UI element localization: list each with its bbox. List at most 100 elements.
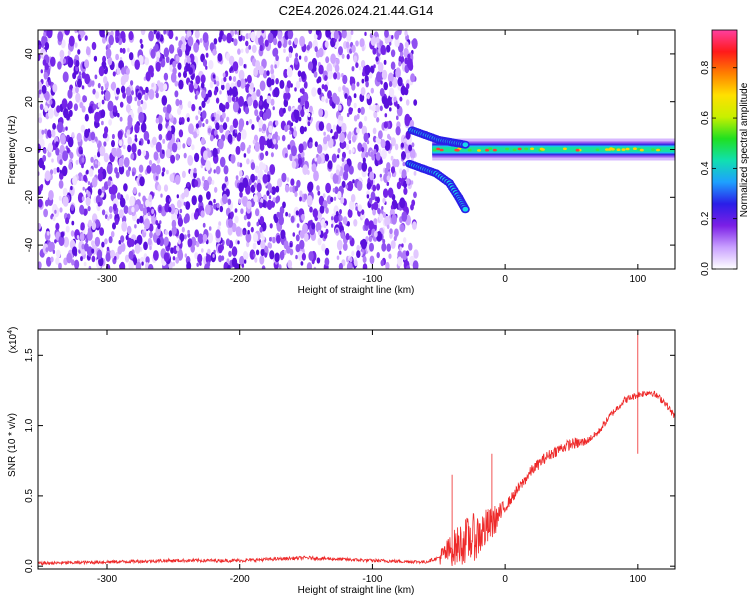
spectrogram-noise-cell bbox=[384, 140, 391, 152]
spectrogram-noise-cell bbox=[325, 98, 329, 104]
spectrogram-noise-cell bbox=[313, 266, 317, 269]
spectrogram-noise-cell bbox=[227, 226, 233, 236]
spectrogram-noise-cell bbox=[306, 109, 309, 113]
spectrogram-noise-cell bbox=[91, 80, 95, 86]
spectrogram-noise-cell bbox=[95, 91, 100, 99]
spectrogram-noise-cell bbox=[187, 238, 193, 247]
spectrogram-noise-cell bbox=[158, 134, 163, 141]
spectrogram-noise-cell bbox=[397, 250, 403, 259]
spectrogram-noise-cell bbox=[97, 171, 104, 182]
spectrogram-noise-cell bbox=[287, 105, 292, 112]
spectrogram-noise-cell bbox=[148, 30, 155, 42]
spectrogram-noise-cell bbox=[193, 171, 197, 179]
spectrogram-noise-cell bbox=[40, 69, 43, 74]
spectrogram-noise-cell bbox=[128, 260, 134, 269]
spectrogram-noise-cell bbox=[197, 253, 203, 264]
spectrogram-noise-cell bbox=[368, 104, 372, 110]
spectrogram-noise-cell bbox=[253, 194, 258, 203]
spectrogram-noise-cell bbox=[341, 53, 345, 59]
spectrogram-noise-cell bbox=[179, 233, 185, 242]
spectrogram-noise-cell bbox=[388, 81, 393, 87]
spectrogram-noise-cell bbox=[342, 141, 347, 148]
spectrogram-noise-cell bbox=[266, 77, 273, 88]
spectrogram-noise-cell bbox=[384, 167, 389, 174]
spectrogram-noise-cell bbox=[360, 87, 366, 96]
spectrogram-noise-cell bbox=[211, 179, 215, 185]
spectrogram-noise-cell bbox=[277, 31, 283, 40]
spectrogram-noise-cell bbox=[206, 261, 211, 268]
spectrogram-noise-cell bbox=[307, 182, 313, 193]
spectrogram-noise-cell bbox=[325, 56, 330, 64]
spectrogram-noise-cell bbox=[68, 100, 73, 110]
spectrogram-noise-cell bbox=[155, 164, 161, 175]
spectrogram-noise-cell bbox=[327, 70, 333, 80]
spectrogram-noise-cell bbox=[267, 183, 272, 191]
spectrogram-noise-cell bbox=[372, 208, 376, 216]
spectrogram-noise-cell bbox=[181, 226, 185, 233]
spectrogram-noise-cell bbox=[293, 130, 298, 138]
spectrogram-noise-cell bbox=[172, 67, 177, 76]
spectrogram-noise-cell bbox=[327, 90, 332, 99]
snr-x-label: Height of straight line (km) bbox=[298, 585, 415, 596]
spectrogram-noise-cell bbox=[301, 252, 306, 261]
spectrogram-noise-cell bbox=[149, 231, 153, 239]
spectrogram-noise-cell bbox=[120, 75, 127, 86]
spectrogram-noise-cell bbox=[353, 93, 357, 99]
spectrogram-noise-cell bbox=[150, 48, 156, 59]
spectrogram-noise-cell bbox=[356, 244, 361, 252]
spectrogram-noise-cell bbox=[394, 159, 400, 168]
spectrogram-noise-cell bbox=[157, 122, 163, 132]
spectrogram-noise-cell bbox=[90, 156, 94, 163]
spectrogram-noise-cell bbox=[386, 162, 391, 170]
spectrogram-noise-cell bbox=[390, 49, 396, 58]
spectrogram-noise-cell bbox=[326, 195, 332, 205]
spectrogram-noise-cell bbox=[324, 84, 328, 92]
spectrogram-noise-cell bbox=[143, 228, 147, 233]
spectrogram-noise-cell bbox=[314, 46, 318, 53]
spectrogram-noise-cell bbox=[413, 171, 417, 176]
spectrogram-noise-cell bbox=[75, 60, 80, 67]
spectrogram-noise-cell bbox=[270, 73, 275, 81]
spectrogram-noise-cell bbox=[215, 122, 220, 131]
spectrogram-noise-cell bbox=[201, 248, 204, 253]
spectrogram-noise-cell bbox=[163, 238, 169, 247]
spectrogram-noise-cell bbox=[277, 40, 282, 49]
spectrogram-noise-cell bbox=[270, 200, 275, 208]
branch-inner bbox=[462, 142, 469, 148]
spectrogram-noise-cell bbox=[255, 60, 261, 70]
spectrogram-noise-cell bbox=[83, 261, 87, 267]
spectrogram-noise-cell bbox=[80, 256, 83, 262]
spectrogram-y-tick-label: -20 bbox=[24, 190, 35, 205]
spectrogram-noise-cell bbox=[394, 228, 399, 237]
spectrogram-noise-cell bbox=[207, 248, 211, 255]
spectrogram-noise-cell bbox=[356, 250, 361, 258]
tone-band-4 bbox=[432, 147, 675, 152]
spectrogram-noise-cell bbox=[317, 156, 322, 165]
spectrogram-noise-cell bbox=[291, 145, 297, 157]
tone-peak bbox=[488, 147, 493, 150]
spectrogram-noise-cell bbox=[172, 60, 177, 68]
spectrogram-noise-cell bbox=[108, 119, 112, 126]
spectrogram-noise-cell bbox=[68, 109, 73, 117]
spectrogram-noise-cell bbox=[386, 44, 391, 53]
spectrogram-noise-cell bbox=[46, 30, 53, 39]
spectrogram-noise-cell bbox=[38, 261, 42, 269]
spectrogram-noise-cell bbox=[215, 113, 220, 122]
spectrogram-noise bbox=[38, 30, 419, 269]
spectrogram-noise-cell bbox=[372, 104, 377, 113]
spectrogram-noise-cell bbox=[365, 81, 369, 88]
spectrogram-noise-cell bbox=[94, 136, 98, 142]
spectrogram-noise-cell bbox=[115, 30, 120, 37]
spectrogram-noise-cell bbox=[129, 195, 135, 207]
spectrogram-noise-cell bbox=[72, 175, 78, 186]
spectrogram-noise-cell bbox=[342, 85, 346, 92]
spectrogram-noise-cell bbox=[88, 105, 93, 114]
spectrogram-noise-cell bbox=[248, 45, 252, 50]
spectrogram-noise-cell bbox=[65, 225, 70, 233]
spectrogram-noise-cell bbox=[132, 171, 135, 177]
spectrogram-noise-cell bbox=[140, 122, 147, 133]
spectrogram-noise-cell bbox=[128, 250, 134, 260]
spectrogram-noise-cell bbox=[176, 245, 180, 252]
spectrogram-noise-cell bbox=[266, 199, 273, 210]
